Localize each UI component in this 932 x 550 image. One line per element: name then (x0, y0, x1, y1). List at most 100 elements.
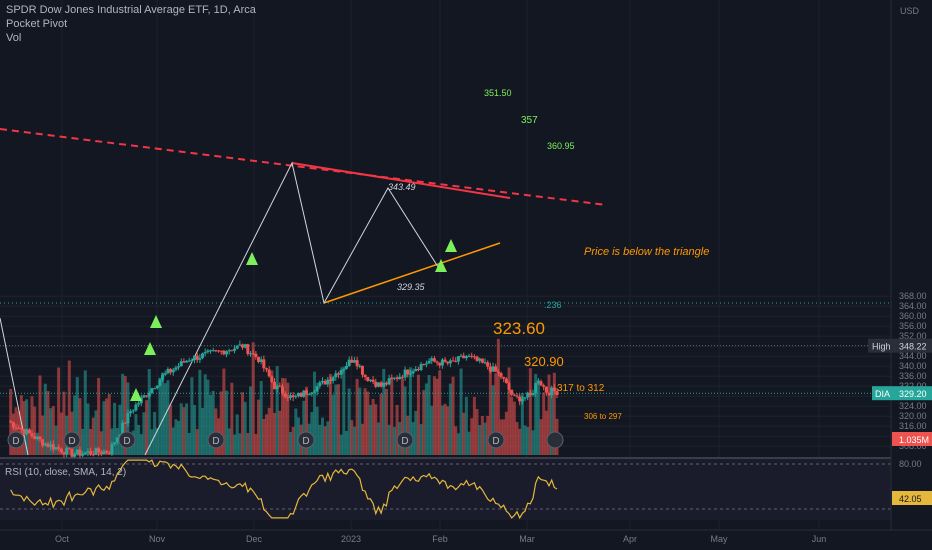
candle-body (286, 397, 290, 399)
candle-body (102, 451, 106, 454)
volume-bar (510, 397, 514, 455)
candle-body (406, 369, 410, 375)
volume-bar (267, 407, 271, 455)
rsi-title: RSI (10, close, SMA, 14, 2) (5, 467, 126, 478)
candle-body (150, 388, 154, 393)
volume-bar (22, 401, 26, 455)
candle-body (281, 386, 284, 394)
pocket-pivot-marker (246, 252, 258, 265)
volume-bar (336, 384, 340, 455)
candle-body (336, 373, 340, 375)
volume-bar (147, 368, 151, 455)
candle-body (73, 453, 77, 457)
candle-body (512, 394, 516, 396)
volume-bar (344, 430, 348, 455)
volume-bar (142, 412, 146, 455)
chart-title: SPDR Dow Jones Industrial Average ETF, 1… (6, 4, 256, 16)
volume-bar (515, 421, 519, 455)
volume-bar (448, 383, 452, 455)
indicator-volume[interactable]: Vol (6, 32, 22, 44)
volume-bar (27, 430, 31, 455)
volume-bar (342, 366, 346, 455)
volume-bar (315, 406, 319, 455)
time-tick-label: Jun (812, 534, 827, 544)
candle-body (483, 362, 487, 364)
candle-body (155, 385, 159, 389)
volume-bar (486, 415, 490, 455)
volume-bar (408, 367, 412, 455)
dividend-marker (63, 431, 81, 449)
dividend-marker (487, 431, 505, 449)
candle-body (62, 452, 66, 455)
candle-body (328, 379, 332, 382)
candle-body (374, 381, 378, 387)
volume-bar (320, 417, 324, 455)
price-tick-label: 308.00 (899, 441, 927, 451)
candle-body (99, 452, 103, 454)
candle-body (494, 366, 498, 372)
candle-body (542, 385, 546, 387)
candle-body (78, 449, 82, 456)
volume-bar (331, 394, 335, 455)
candle-body (547, 392, 551, 396)
volume-bar (193, 404, 197, 455)
candle-body (366, 376, 370, 381)
time-tick-label: Feb (432, 534, 448, 544)
volume-bar (25, 399, 29, 455)
candle-body (254, 353, 258, 358)
volume-bar (177, 420, 181, 455)
candle-body (201, 353, 205, 359)
volume-bar (350, 420, 354, 455)
volume-bar (97, 377, 101, 455)
volume-bar (358, 387, 362, 455)
candle-body (424, 363, 428, 365)
rsi-line (10, 459, 558, 520)
volume-bar (470, 418, 474, 455)
volume-bar (145, 400, 149, 455)
candle-body (166, 369, 170, 374)
candle-body (142, 395, 146, 398)
volume-bar (262, 418, 266, 455)
candle-body (19, 428, 23, 430)
time-tick-label: Mar (519, 534, 535, 544)
rsi-background (0, 458, 891, 520)
volume-bar (512, 401, 516, 455)
candle-body (480, 358, 484, 363)
volume-bar (43, 383, 47, 455)
volume-bar (89, 428, 93, 455)
volume-bar (504, 411, 508, 455)
candle-body (233, 348, 237, 351)
volume-bar (54, 425, 58, 455)
candle-body (147, 392, 151, 397)
pocket-pivot-marker (435, 259, 447, 272)
candle-body (177, 366, 181, 368)
candle-body (326, 379, 330, 385)
indicator-pocket-pivot[interactable]: Pocket Pivot (6, 18, 68, 30)
price-tick-label: 356.00 (899, 321, 927, 331)
volume-bar (528, 368, 532, 455)
candle-body (75, 449, 79, 454)
volume-bar (62, 391, 66, 455)
candle-body (496, 371, 500, 373)
volume-bar (283, 378, 287, 455)
time-tick-label: Nov (149, 534, 166, 544)
candle-body (97, 448, 101, 453)
candle-body (368, 379, 372, 381)
volume-bar (254, 433, 258, 455)
volume-bar (544, 410, 548, 455)
pocket-pivot-marker (445, 239, 457, 252)
candle-body (344, 365, 348, 369)
volume-bar (288, 431, 292, 455)
candle-body (315, 386, 319, 392)
candle-body (520, 398, 524, 402)
candle-body (27, 429, 31, 434)
candle-body (131, 410, 135, 412)
candle-body (331, 377, 335, 382)
volume-bar (291, 426, 295, 455)
volume-bar (462, 412, 466, 455)
volume-bar (531, 430, 535, 455)
volume-bar (75, 377, 79, 455)
annotation-label: 351.50 (484, 88, 512, 98)
candle-body (294, 396, 298, 398)
